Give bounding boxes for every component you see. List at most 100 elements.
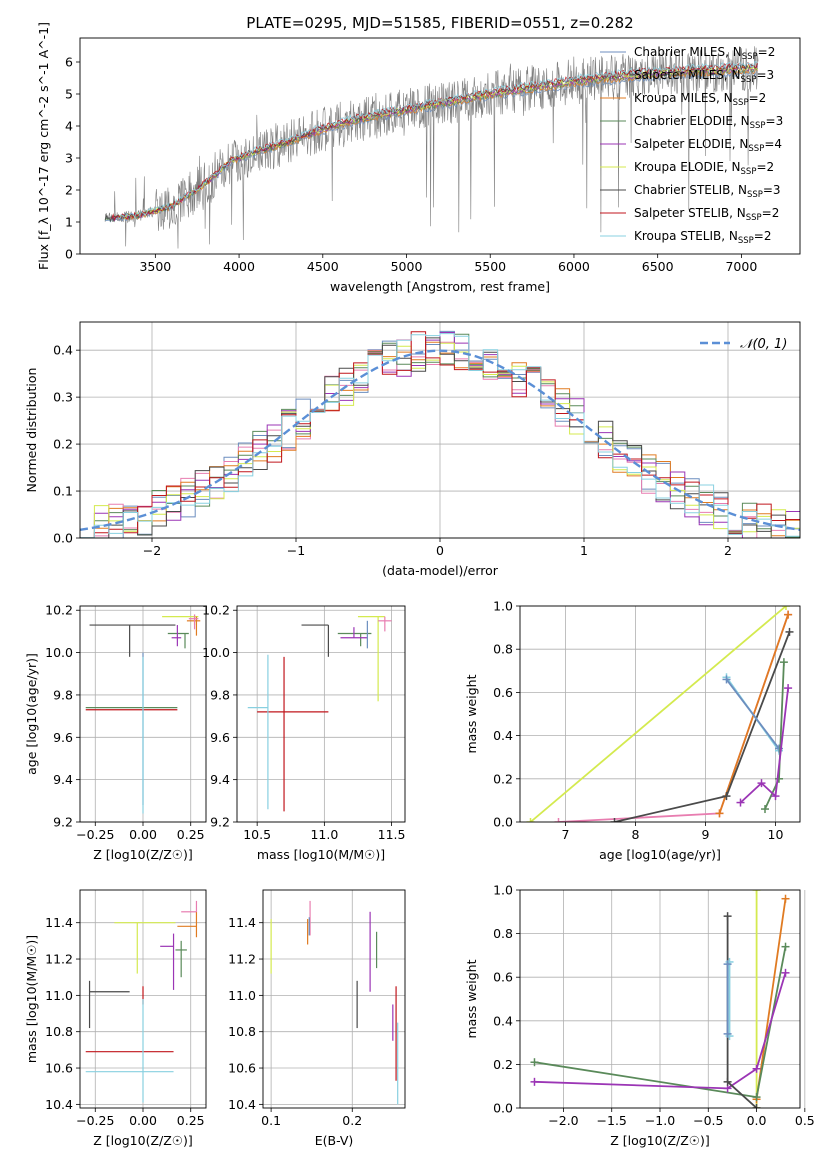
y-tick-label: 0.4 [493,1013,513,1028]
legend-entry: Kroupa MILES, NSSP=2 [634,91,766,108]
errorbar-point [160,933,175,990]
mass-weight-marker [530,1077,539,1086]
mass-weight-marker [752,1093,761,1102]
x-tick-label: 0.00 [129,1113,157,1128]
legend-entry: 𝒩(0, 1) [740,337,787,352]
mass-vs-Z-marks [85,900,198,1103]
histogram-series [80,333,800,538]
y-tick-label: 0.8 [493,642,513,657]
y-tick-label: 1 [65,215,73,230]
mass-weight-series [739,687,789,804]
x-tick-label: −0.5 [693,1113,723,1128]
y-tick-label: 0.6 [493,970,513,985]
age-vs-mass-axes: 10.5 11.0 11.5 9.2 9.4 9.6 9.8 10.0 10.2 mass [lo… [202,603,405,862]
y-tick-label: 0.0 [493,1101,513,1116]
y-axis-label: Flux [f_λ 10^-17 erg cm^-2 s^-1 A^-1] [36,22,51,270]
mass-weight-marker [526,818,535,822]
y-tick-label: 0.8 [493,926,513,941]
y-tick-label: 10.4 [45,1097,73,1112]
y-tick-label: 1.0 [493,599,513,614]
x-tick-label: 0.5 [795,1113,815,1128]
mass-weight-vs-Z-marks [530,890,790,1108]
y-tick-label: 10.6 [228,1061,256,1076]
errorbar-point [186,616,201,636]
y-axis-label: age [log10(age/yr)] [24,653,39,775]
x-tick-label: 0.00 [129,827,157,842]
x-tick-label: 0.25 [177,1113,205,1128]
x-tick-label: 3500 [139,259,171,274]
spectrum-axes: 3500 4000 4500 5000 5500 6000 6500 7000 0 1 2 3 4 5 6 w… [36,22,801,294]
mass-weight-marker [752,1064,761,1073]
mass-weight-marker [736,798,745,807]
mass-weight-marker [784,610,793,619]
x-tick-label: −2 [143,543,161,558]
legend-entry: Chabrier ELODIE, NSSP=3 [634,114,783,131]
legend-entry: Salpeter MILES, NSSP=3 [634,68,774,85]
spectrum-frame [79,37,801,255]
x-tick-label: 7 [562,827,570,842]
errorbar-point [337,632,372,647]
x-axis-label: Z [log10(Z/Z☉)] [93,847,193,862]
errorbar-point [340,627,368,639]
mass-vs-EBV-marks [270,900,399,1105]
x-tick-label: 10 [768,827,784,842]
y-tick-label: 10.8 [228,1024,256,1039]
x-tick-label: 0.2 [342,1113,362,1128]
y-tick-label: 9.6 [210,730,230,745]
x-tick-label: −1.5 [597,1113,627,1128]
mass-weight-marker [752,1104,761,1108]
y-tick-label: 0.0 [493,815,513,830]
legend-entry: Chabrier MILES, NSSP=2 [634,45,775,62]
y-tick-label: 4 [65,119,73,134]
y-tick-label: 9.4 [53,772,73,787]
x-tick-label: 5000 [391,259,423,274]
y-tick-label: 6 [65,55,73,70]
mass-vs-EBV-axes: 0.1 0.2 10.4 10.6 10.8 11.0 11.2 11.4 E(B-V) [228,889,406,1148]
age-vs-mass-marks [247,615,392,812]
mass-weight-marker [781,968,790,977]
mass-weight-marker [779,658,788,667]
y-tick-label: 9.8 [53,687,73,702]
age-vs-Z-marks [85,614,201,814]
y-axis-label: mass [log10(M/M☉)] [24,935,39,1063]
errorbar-point [89,624,176,657]
histogram-series [80,337,800,538]
age-vs-Z-axes: −0.25 0.00 0.25 9.2 9.4 9.6 9.8 10.0 10.2 Z [log1… [24,603,207,862]
x-axis-label: age [log10(age/yr)] [599,847,721,862]
residual-histogram-marks [80,330,800,538]
y-tick-label: 10.0 [45,645,73,660]
spectrum-marks [104,46,759,249]
mass-weight-marker [723,1077,732,1086]
mass-weight-marker [771,792,780,801]
histogram-series [80,331,800,538]
y-tick-label: 11.0 [228,988,256,1003]
errorbar-point [162,614,199,626]
x-axis-label: mass [log10(M/M☉)] [257,847,385,862]
errorbar-point [378,616,392,632]
x-tick-label: 11.0 [310,827,338,842]
y-tick-label: 9.2 [53,815,73,830]
errorbar-point [247,654,269,810]
x-tick-label: 1 [580,543,588,558]
y-tick-label: 9.6 [53,730,73,745]
x-tick-label: −0.25 [76,1113,114,1128]
y-tick-label: 10.4 [228,1097,256,1112]
x-axis-label: Z [log10(Z/Z☉)] [93,1133,193,1148]
x-axis-label: (data-model)/error [382,563,499,578]
mass-weight-marker [761,805,769,814]
errorbar-point [171,625,182,647]
mass-weight-marker [775,774,783,783]
spectrum-legend: Chabrier MILES, NSSP=2 Salpeter MILES, NS… [600,45,783,246]
y-axis-label: mass weight [464,674,479,753]
mass-weight-marker [554,818,563,822]
mass-weight-marker [757,779,766,788]
mass-weight-marker [781,942,790,951]
model-spectrum-line [104,66,758,223]
x-tick-label: 10.5 [243,827,271,842]
legend-entry: Kroupa STELIB, NSSP=2 [634,229,772,246]
y-tick-label: 10.2 [202,603,230,618]
errorbar-point [357,615,385,702]
y-tick-label: 0.2 [493,1057,513,1072]
mass-weight-series [725,678,780,750]
